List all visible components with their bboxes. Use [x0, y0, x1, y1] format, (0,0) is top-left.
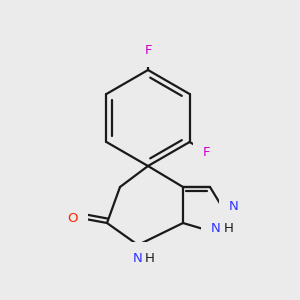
Text: H: H	[145, 253, 155, 266]
Text: O: O	[67, 212, 77, 224]
Text: F: F	[203, 146, 211, 158]
Text: F: F	[144, 44, 152, 56]
Text: N: N	[229, 200, 239, 214]
Text: H: H	[224, 221, 234, 235]
Text: N: N	[133, 253, 143, 266]
Text: N: N	[211, 221, 221, 235]
